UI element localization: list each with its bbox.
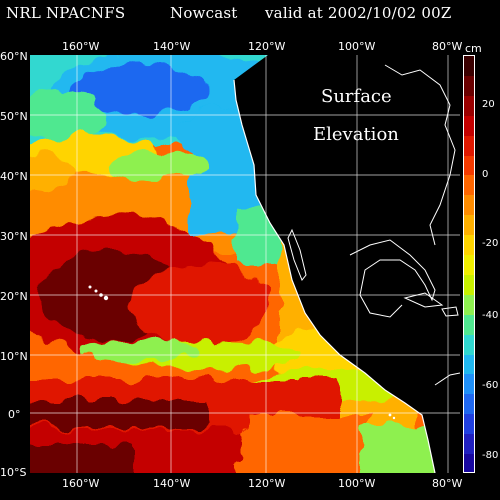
east-coast-outline	[384, 64, 456, 246]
lon-label-140w: 140°W	[153, 40, 191, 53]
lon-label-120w-bottom: 120°W	[248, 477, 286, 490]
colorbar-segment	[464, 414, 474, 435]
lon-label-160w: 160°W	[62, 40, 100, 53]
colorbar-segment	[464, 374, 474, 395]
lat-lon-grid	[30, 55, 460, 473]
colorbar-segment	[464, 334, 474, 356]
colorbar-segment	[464, 95, 474, 117]
colorbar-tick-minus40: -40	[482, 310, 499, 321]
lon-label-100w: 100°W	[338, 40, 376, 53]
map-label-elevation: Elevation	[313, 124, 399, 145]
colorbar-segment	[464, 115, 474, 137]
valid-time: valid at 2002/10/02 00Z	[265, 4, 452, 22]
lat-label-10s: 10°S	[0, 466, 27, 479]
colorbar-tick-20: 20	[482, 99, 495, 110]
lon-label-120w: 120°W	[248, 40, 286, 53]
colorbar-segment	[464, 274, 474, 296]
lat-label-30n: 30°N	[0, 230, 28, 243]
map-label-surface: Surface	[321, 86, 392, 107]
lon-label-80w-bottom: 80°W	[432, 477, 463, 490]
model-title: NRL NPACNFS	[6, 4, 126, 22]
lat-label-10n: 10°N	[0, 350, 28, 363]
colorbar-segment	[464, 235, 474, 256]
colorbar-tick-minus20: -20	[482, 238, 499, 249]
colorbar-segment	[464, 155, 474, 176]
galapagos-islands	[388, 413, 396, 420]
lon-label-80w-top: 80°W	[432, 40, 463, 53]
colorbar-tick-minus60: -60	[482, 380, 499, 391]
colorbar-segment	[464, 255, 474, 276]
colorbar-segment	[464, 294, 474, 316]
colorbar-segment	[464, 135, 474, 156]
colorbar-segment	[464, 454, 474, 472]
colorbar-segment	[464, 394, 474, 415]
surface-elevation-map	[30, 55, 460, 473]
colorbar-unit: cm	[465, 42, 482, 55]
colorbar-tick-minus80: -80	[482, 450, 499, 461]
colorbar-segment	[464, 434, 474, 455]
land-mass	[234, 55, 460, 473]
coastline-outline	[233, 79, 436, 473]
colorbar-segment	[464, 56, 474, 77]
colorbar-segment	[464, 354, 474, 375]
lon-label-100w-bottom: 100°W	[338, 477, 376, 490]
lon-label-160w-bottom: 160°W	[62, 477, 100, 490]
lon-label-140w-bottom: 140°W	[153, 477, 191, 490]
colorbar-segment	[464, 215, 474, 236]
colorbar	[463, 55, 475, 473]
baja-peninsula	[287, 228, 307, 281]
south-america-outline	[434, 372, 460, 386]
colorbar-segment	[464, 195, 474, 216]
lat-label-50n: 50°N	[0, 110, 28, 123]
hispaniola-outline	[441, 306, 459, 317]
colorbar-segment	[464, 314, 474, 336]
gulf-coast-outline	[349, 239, 436, 318]
lat-label-40n: 40°N	[0, 170, 28, 183]
lat-label-60n: 60°N	[0, 50, 28, 63]
forecast-type: Nowcast	[170, 4, 238, 22]
colorbar-tick-0: 0	[482, 169, 489, 180]
colorbar-segment	[464, 75, 474, 97]
lat-label-equator: 0°	[8, 408, 21, 421]
lat-label-20n: 20°N	[0, 290, 28, 303]
colorbar-segment	[464, 175, 474, 196]
